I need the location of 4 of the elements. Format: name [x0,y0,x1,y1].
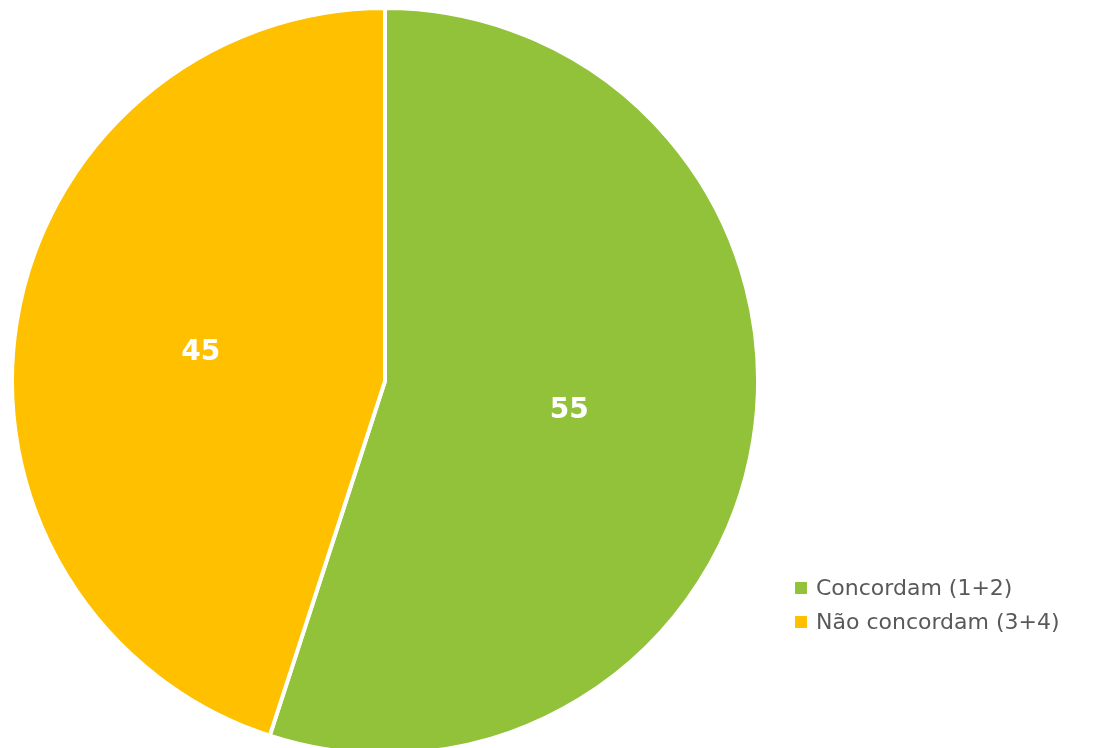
data-label: 55 [549,392,589,426]
legend-label: Não concordam (3+4) [816,609,1060,634]
legend-label: Concordam (1+2) [816,575,1013,600]
data-label: 45 [181,333,221,367]
